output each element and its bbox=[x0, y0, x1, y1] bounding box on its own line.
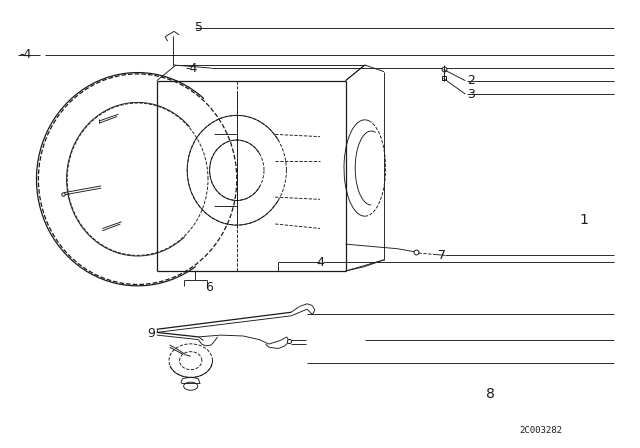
Text: 6: 6 bbox=[205, 281, 212, 294]
Text: 2: 2 bbox=[467, 74, 475, 87]
Text: 2C003282: 2C003282 bbox=[519, 426, 563, 435]
Text: 5: 5 bbox=[195, 21, 204, 34]
Text: -4: -4 bbox=[19, 48, 31, 61]
Text: 1: 1 bbox=[579, 212, 588, 227]
Text: 3: 3 bbox=[467, 87, 475, 101]
Text: 9: 9 bbox=[147, 327, 155, 340]
Text: 7: 7 bbox=[438, 249, 447, 262]
Text: 4: 4 bbox=[317, 255, 324, 269]
Text: 8: 8 bbox=[486, 387, 495, 401]
Text: -4: -4 bbox=[186, 61, 198, 75]
